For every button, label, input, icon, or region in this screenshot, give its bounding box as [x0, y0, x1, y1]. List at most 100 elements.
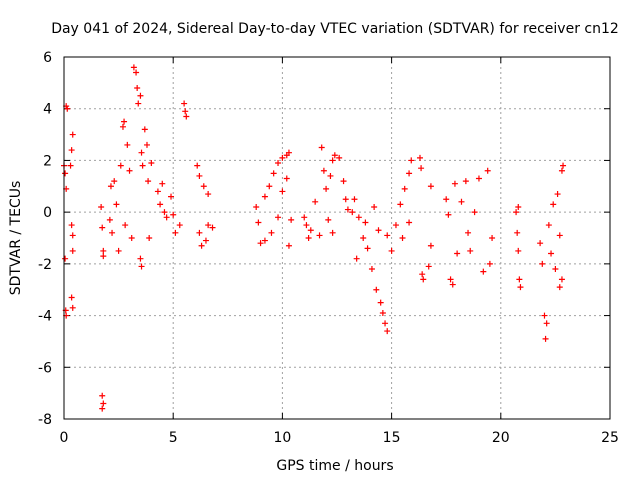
data-point: [133, 69, 140, 76]
data-point: [342, 196, 349, 203]
data-point: [355, 214, 362, 221]
data-point: [408, 157, 415, 164]
data-point: [202, 237, 209, 244]
data-point: [148, 160, 155, 167]
data-point: [139, 162, 146, 169]
data-point: [170, 211, 177, 218]
data-point: [182, 108, 189, 115]
data-point: [443, 196, 450, 203]
data-point: [157, 201, 164, 208]
y-axis-label: SDTVAR / TECUs: [8, 181, 24, 296]
data-point: [163, 214, 170, 221]
x-tick-label: 25: [601, 430, 619, 446]
data-point: [62, 170, 69, 177]
data-point: [288, 216, 295, 223]
data-point: [427, 183, 434, 190]
data-point: [99, 405, 106, 412]
data-point: [336, 154, 343, 161]
data-point: [255, 219, 262, 226]
data-point: [329, 157, 336, 164]
data-point: [301, 214, 308, 221]
data-point: [360, 235, 367, 241]
data-point: [303, 222, 310, 229]
data-point: [138, 263, 145, 270]
data-point: [64, 105, 71, 112]
y-tick-label: -8: [38, 412, 52, 428]
data-point: [401, 185, 408, 192]
data-point: [379, 309, 386, 316]
y-tick-label: -6: [38, 360, 52, 376]
data-point: [331, 152, 338, 159]
data-point: [419, 271, 426, 278]
data-point: [275, 214, 282, 221]
data-point: [134, 85, 141, 92]
data-point: [285, 149, 292, 156]
data-point: [69, 304, 76, 311]
data-point: [111, 178, 118, 185]
data-point: [539, 260, 546, 267]
data-point: [548, 250, 555, 257]
data-point: [543, 320, 550, 327]
y-tick-label: 4: [43, 102, 52, 118]
data-point: [327, 172, 334, 179]
data-point: [137, 255, 144, 262]
data-point: [161, 209, 168, 216]
data-point: [362, 219, 369, 226]
grid-lines: [64, 57, 610, 419]
data-point: [198, 242, 205, 249]
data-point: [541, 312, 548, 319]
y-tick-label: 0: [43, 205, 52, 221]
data-point: [416, 154, 423, 161]
data-point: [106, 216, 113, 223]
data-point: [420, 276, 427, 283]
data-point: [514, 229, 521, 236]
data-point: [558, 167, 565, 174]
data-point: [279, 154, 286, 161]
data-point: [176, 222, 183, 229]
data-point: [100, 400, 107, 407]
data-point: [275, 160, 282, 167]
y-tick-label: 6: [43, 50, 52, 66]
y-tick-label: -4: [38, 309, 52, 325]
data-point: [68, 294, 75, 301]
data-point: [183, 113, 190, 120]
data-point: [283, 175, 290, 182]
x-tick-label: 10: [273, 430, 291, 446]
data-point: [119, 123, 126, 130]
data-point: [406, 219, 413, 226]
data-point: [279, 188, 286, 195]
data-point: [475, 175, 482, 182]
data-point: [384, 328, 391, 335]
data-points: [61, 64, 567, 412]
x-tick-label: 20: [492, 430, 510, 446]
data-point: [384, 232, 391, 239]
data-point: [418, 165, 425, 172]
data-point: [558, 276, 565, 283]
y-tick-label: 2: [43, 153, 52, 169]
data-point: [320, 167, 327, 174]
data-point: [323, 185, 330, 192]
data-point: [266, 183, 273, 190]
data-point: [517, 284, 524, 291]
data-point: [200, 183, 207, 190]
data-point: [312, 198, 319, 205]
plot-frame: [63, 56, 611, 420]
data-point: [307, 227, 314, 234]
x-tick-label: 5: [169, 430, 178, 446]
data-point: [117, 162, 124, 169]
data-point: [480, 268, 487, 275]
data-point: [351, 196, 358, 203]
data-point: [556, 284, 563, 291]
data-point: [388, 247, 395, 254]
data-point: [382, 320, 389, 327]
data-point: [545, 222, 552, 229]
data-point: [69, 131, 76, 138]
data-point: [329, 229, 336, 236]
axis-ticks: 0 5 10 15 20 25 -8 -6 -4 -2 0 2 4 6: [38, 50, 619, 446]
data-point: [552, 266, 559, 273]
data-point: [99, 224, 106, 231]
data-point: [67, 162, 74, 169]
data-point: [465, 229, 472, 236]
data-point: [515, 247, 522, 254]
